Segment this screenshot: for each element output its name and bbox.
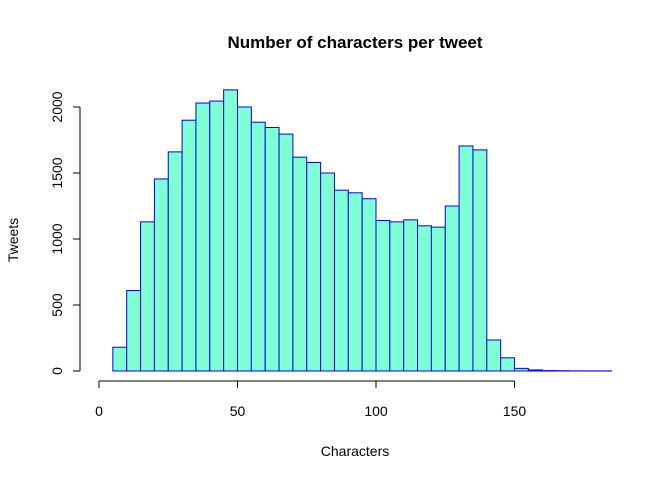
histogram-bar (472, 149, 488, 372)
histogram-bar (278, 133, 294, 372)
y-tick-label: 0 (49, 367, 65, 375)
histogram-bar (333, 189, 349, 372)
histogram-bar (320, 172, 335, 372)
histogram-bar (250, 121, 266, 372)
histogram-bar (430, 226, 446, 372)
histogram-bar (167, 151, 183, 372)
histogram-bar (181, 119, 197, 372)
histogram-bar (500, 357, 515, 372)
histogram-bar (223, 89, 238, 372)
x-tick-label: 0 (95, 403, 103, 419)
y-axis-label: Tweets (5, 218, 21, 262)
histogram-bar (264, 126, 280, 372)
chart-title: Number of characters per tweet (227, 33, 482, 52)
x-tick-label: 50 (230, 403, 246, 419)
x-axis: 0 50 100 150 (95, 380, 527, 419)
histogram-bar (306, 161, 322, 372)
histogram-bar (347, 192, 363, 372)
histogram-bar (527, 369, 543, 372)
histogram-bar (486, 339, 502, 372)
histogram-bar (237, 106, 252, 372)
x-tick-label: 150 (503, 403, 527, 419)
histogram-bar (403, 219, 419, 372)
histogram-bar (417, 225, 432, 372)
x-tick-label: 100 (364, 403, 388, 419)
histogram-bar (195, 102, 211, 372)
y-tick-label: 1500 (49, 157, 65, 188)
histogram-bar (458, 145, 474, 372)
histogram-bar (361, 198, 377, 372)
histogram-bar (444, 205, 460, 372)
histogram-bar (292, 156, 308, 372)
x-axis-label: Characters (321, 443, 389, 459)
y-tick-label: 2000 (49, 91, 65, 122)
y-tick-label: 1000 (49, 223, 65, 254)
histogram-bar (209, 100, 225, 372)
histogram-bar (112, 346, 128, 372)
bars-group (112, 89, 612, 372)
histogram-bar (140, 221, 155, 372)
histogram-bar (375, 220, 391, 372)
histogram-bar (514, 367, 529, 372)
histogram-bar (389, 221, 405, 372)
y-axis: 0 500 1000 1500 2000 (49, 91, 81, 375)
histogram-bar (126, 289, 142, 372)
y-tick-label: 500 (49, 293, 65, 317)
histogram-bar (153, 178, 169, 372)
